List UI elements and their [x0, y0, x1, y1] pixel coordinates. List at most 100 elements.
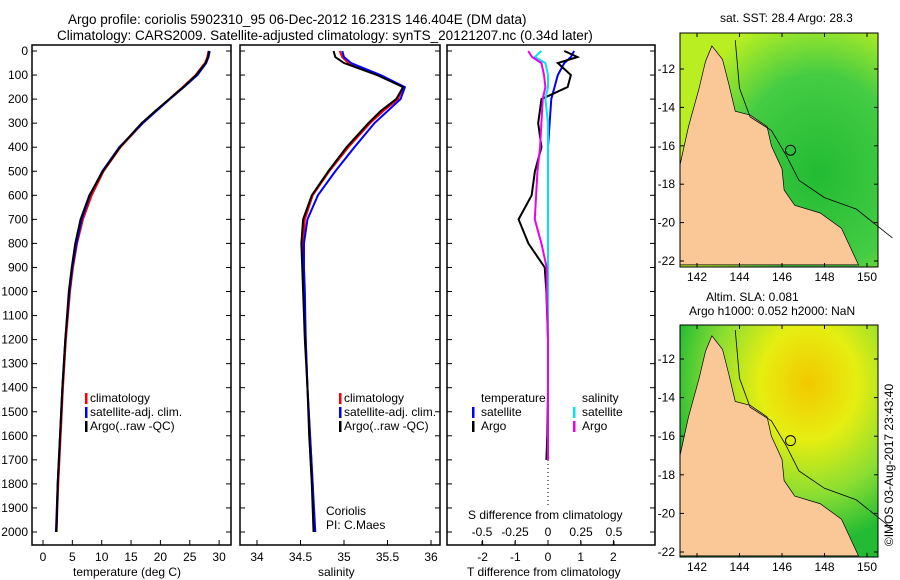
dac-label: Coriolis	[326, 504, 367, 518]
sla-map-lon-tick-label: 142	[687, 560, 707, 574]
depth-tick-label: 2000	[1, 525, 28, 539]
sla-map-lat-tick-label: -16	[658, 429, 676, 443]
diff-legend-s-satellite: satellite	[582, 405, 623, 419]
sla-map-lon-tick-label: 150	[857, 560, 877, 574]
sst-map-lon-tick-label: 144	[729, 270, 749, 284]
temperature-tick-label: 10	[95, 550, 109, 564]
map2-title-line2: Argo h1000: 0.052 h2000: NaN	[689, 304, 856, 318]
salinity-tick-label: 35.5	[376, 550, 400, 564]
diff-legend-temperature: temperature	[481, 391, 546, 405]
imos-timestamp: ©IMOS 03-Aug-2017 23:43:40	[882, 383, 896, 547]
depth-tick-label: 700	[8, 212, 28, 226]
sst-map-lat-tick-label: -20	[658, 216, 676, 230]
depth-tick-label: 1200	[1, 333, 28, 347]
sla-map-lat-tick-label: -20	[658, 506, 676, 520]
sst-map-lat-tick-label: -22	[658, 254, 676, 268]
depth-tick-label: 1700	[1, 453, 28, 467]
legend-argo: Argo(..raw -QC)	[90, 419, 175, 433]
depth-tick-label: 0	[21, 44, 28, 58]
depth-tick-label: 500	[8, 164, 28, 178]
panel-frame-1	[31, 44, 232, 546]
t-diff-satellite-line	[547, 50, 576, 460]
salinity-tick-label: 35	[337, 550, 351, 564]
depth-tick-label: 800	[8, 236, 28, 250]
salinity-climatology-line	[302, 50, 405, 533]
depth-tick-label: 1400	[1, 381, 28, 395]
legend-swatch	[472, 421, 475, 432]
sla-map-lon-tick-label: 146	[772, 560, 792, 574]
salinity-satellite-line	[302, 50, 407, 533]
panel-frame-3	[446, 44, 656, 546]
legend-swatch	[85, 393, 88, 404]
map1-title: sat. SST: 28.4 Argo: 28.3	[720, 11, 853, 25]
sst-map-lon-tick-label: 148	[814, 270, 834, 284]
legend-swatch	[472, 407, 475, 418]
sst-map-coastline	[679, 45, 860, 266]
sla-map-lon-tick-label: 144	[729, 560, 749, 574]
legend-climatology: climatology	[90, 391, 151, 405]
diff-legend-t-satellite: satellite	[481, 405, 522, 419]
t-diff-tick-label: 1	[577, 550, 584, 564]
salinity-tick-label: 36	[424, 550, 438, 564]
sst-map-isobath	[734, 40, 893, 239]
depth-tick-label: 200	[8, 92, 28, 106]
s-diff-argo-line	[527, 50, 549, 460]
temperature-tick-label: 20	[154, 550, 168, 564]
sst-map-lat-tick-label: -14	[658, 100, 676, 114]
legend-satellite: satellite-adj. clim.	[90, 405, 183, 419]
sla-map-frame	[679, 324, 879, 558]
temperature-axis-label: temperature (deg C)	[73, 565, 182, 579]
temperature-climatology-line	[55, 50, 210, 533]
s-diff-tick-label: 0.5	[606, 525, 623, 539]
temperature-tick-label: 30	[212, 550, 226, 564]
sst-map-frame	[679, 32, 879, 268]
sst-map-lat-tick-label: -12	[658, 62, 676, 76]
temperature-tick-label: 15	[124, 550, 138, 564]
panel-frame-2	[239, 44, 441, 546]
t-diff-tick-label: -1	[510, 550, 521, 564]
figure-title-line2: Climatology: CARS2009. Satellite-adjuste…	[57, 28, 593, 43]
s-diff-axis-label: S difference from climatology	[468, 508, 623, 522]
legend-swatch	[339, 393, 342, 404]
legend-swatch	[339, 407, 342, 418]
depth-tick-label: 1900	[1, 501, 28, 515]
s-diff-tick-label: -0.5	[472, 525, 493, 539]
sst-map-argo-position-marker	[785, 144, 796, 156]
sla-map-argo-position-marker	[785, 435, 796, 447]
depth-tick-label: 900	[8, 260, 28, 274]
t-diff-tick-label: 2	[610, 550, 617, 564]
depth-tick-label: 1300	[1, 357, 28, 371]
sst-map-lon-tick-label: 142	[687, 270, 707, 284]
legend-climatology-2: climatology	[344, 391, 405, 405]
s-diff-tick-label: 0	[545, 525, 552, 539]
salinity-argo-line	[300, 50, 405, 533]
legend-swatch	[85, 421, 88, 432]
sla-map-isobath	[734, 330, 893, 530]
pi-label: PI: C.Maes	[326, 518, 386, 532]
t-diff-tick-label: -2	[477, 550, 488, 564]
depth-tick-label: 1100	[2, 309, 28, 323]
legend-satellite-2: satellite-adj. clim.	[344, 405, 437, 419]
diff-legend-salinity: salinity	[582, 391, 619, 405]
temperature-tick-label: 0	[40, 550, 47, 564]
t-diff-axis-label: T difference from climatology	[467, 565, 621, 579]
depth-tick-label: 1000	[1, 285, 28, 299]
depth-tick-label: 1500	[1, 405, 28, 419]
salinity-tick-label: 34	[250, 550, 264, 564]
depth-tick-label: 600	[8, 188, 28, 202]
diff-legend-t-argo: Argo	[481, 419, 507, 433]
sla-map-lon-tick-label: 148	[814, 560, 834, 574]
s-diff-tick-label: 0.25	[569, 525, 593, 539]
sst-map-lat-tick-label: -18	[658, 177, 676, 191]
legend-argo-2: Argo(..raw -QC)	[344, 419, 429, 433]
sla-map-lat-tick-label: -12	[658, 352, 676, 366]
legend-swatch	[573, 407, 576, 418]
figure-title-line1: Argo profile: coriolis 5902310_95 06-Dec…	[68, 12, 527, 27]
temperature-argo-line	[55, 50, 211, 533]
depth-tick-label: 1800	[1, 477, 28, 491]
salinity-axis-label: salinity	[318, 565, 355, 579]
temperature-tick-label: 5	[69, 550, 76, 564]
legend-swatch	[85, 407, 88, 418]
